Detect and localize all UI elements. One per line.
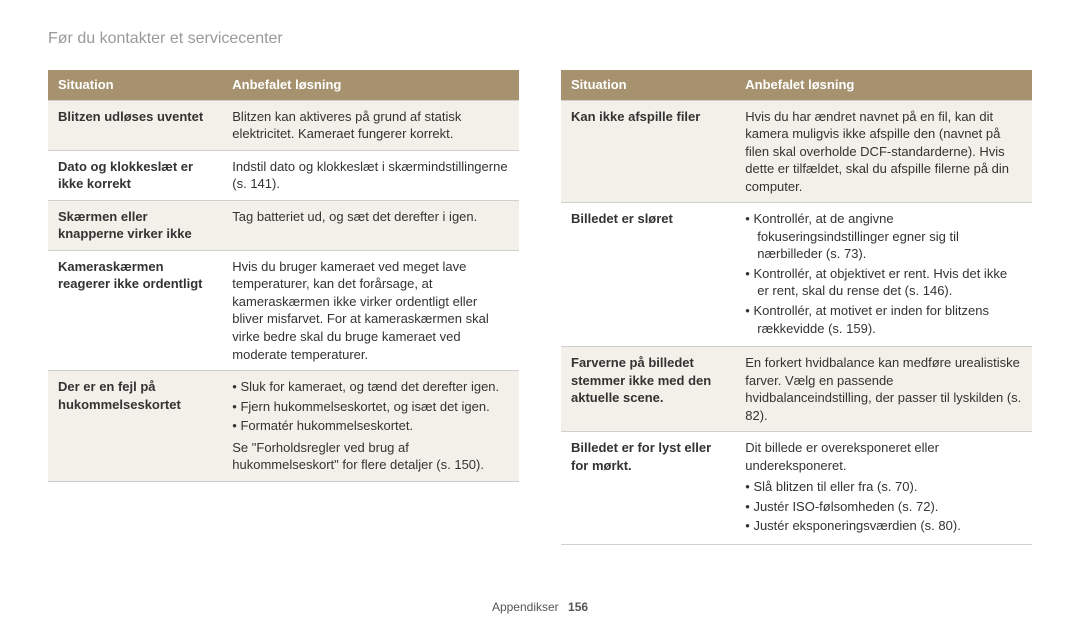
solution-bullet: Kontrollér, at motivet er inden for blit… <box>745 302 1022 337</box>
situation-cell: Dato og klokkeslæt er ikke korrekt <box>48 150 222 200</box>
solution-cell: Hvis du har ændret navnet på en fil, kan… <box>735 100 1032 203</box>
solution-text: En forkert hvidbalance kan medføre ureal… <box>745 354 1022 424</box>
solution-cell: Dit billede er overeksponeret eller unde… <box>735 432 1032 545</box>
troubleshoot-table-left: Situation Anbefalet løsning Blitzen udlø… <box>48 70 519 482</box>
solution-after: Se "Forholdsregler ved brug af hukommels… <box>232 439 509 474</box>
situation-cell: Der er en fejl på hukommelseskortet <box>48 371 222 482</box>
table-body-right: Kan ikke afspille filerHvis du har ændre… <box>561 100 1032 544</box>
situation-cell: Skærmen eller knapperne virker ikke <box>48 200 222 250</box>
solution-bullet: Kontrollér, at de angivne fokuseringsind… <box>745 210 1022 263</box>
table-row: Blitzen udløses uventet Blitzen kan aktiv… <box>48 100 519 150</box>
solution-cell: Tag batteriet ud, og sæt det derefter i … <box>222 200 519 250</box>
solution-cell: Sluk for kameraet, og tænd det derefter … <box>222 371 519 482</box>
solution-text: Blitzen kan aktiveres på grund af statis… <box>232 108 509 143</box>
solution-text: Indstil dato og klokkeslæt i skærmindsti… <box>232 158 509 193</box>
situation-cell: Billedet er sløret <box>561 203 735 347</box>
solution-cell: Hvis du bruger kameraet ved meget lave t… <box>222 250 519 370</box>
table-row: Billedet er for lyst eller for mørkt. Dit… <box>561 432 1032 545</box>
page-title: Før du kontakter et servicecenter <box>48 30 1032 48</box>
right-column: Situation Anbefalet løsning Kan ikke afs… <box>561 70 1032 545</box>
col-header-situation: Situation <box>48 70 222 100</box>
solution-bullet-list: Kontrollér, at de angivne fokuseringsind… <box>745 210 1022 337</box>
solution-intro: Dit billede er overeksponeret eller unde… <box>745 439 1022 474</box>
table-row: Kameraskærmen reagerer ikke ordentligtHv… <box>48 250 519 370</box>
footer-page-number: 156 <box>568 600 588 614</box>
col-header-situation: Situation <box>561 70 735 100</box>
col-header-solution: Anbefalet løsning <box>735 70 1032 100</box>
solution-cell: Blitzen kan aktiveres på grund af statis… <box>222 100 519 150</box>
table-body-left: Blitzen udløses uventet Blitzen kan aktiv… <box>48 100 519 481</box>
solution-bullet: Slå blitzen til eller fra (s. 70). <box>745 478 1022 496</box>
solution-bullet: Sluk for kameraet, og tænd det derefter … <box>232 378 509 396</box>
columns: Situation Anbefalet løsning Blitzen udlø… <box>48 70 1032 545</box>
table-row: Der er en fejl på hukommelseskortet Sluk … <box>48 371 519 482</box>
footer-section-label: Appendikser <box>492 600 559 614</box>
table-row: Skærmen eller knapperne virker ikke Tag b… <box>48 200 519 250</box>
page-footer: Appendikser 156 <box>0 600 1080 614</box>
table-row: Billedet er sløretKontrollér, at de angi… <box>561 203 1032 347</box>
col-header-solution: Anbefalet løsning <box>222 70 519 100</box>
solution-cell: Kontrollér, at de angivne fokuseringsind… <box>735 203 1032 347</box>
table-row: Dato og klokkeslæt er ikke korrekt Indsti… <box>48 150 519 200</box>
solution-bullet-list: Slå blitzen til eller fra (s. 70). Justér… <box>745 478 1022 535</box>
solution-cell: Indstil dato og klokkeslæt i skærmindsti… <box>222 150 519 200</box>
situation-cell: Billedet er for lyst eller for mørkt. <box>561 432 735 545</box>
solution-bullet-list: Sluk for kameraet, og tænd det derefter … <box>232 378 509 435</box>
solution-bullet: Formatér hukommelseskortet. <box>232 417 509 435</box>
situation-cell: Farverne på billedet stemmer ikke med de… <box>561 347 735 432</box>
solution-text: Tag batteriet ud, og sæt det derefter i … <box>232 208 509 226</box>
solution-bullet: Justér ISO-følsomheden (s. 72). <box>745 498 1022 516</box>
solution-bullet: Fjern hukommelseskortet, og isæt det ige… <box>232 398 509 416</box>
solution-bullet: Kontrollér, at objektivet er rent. Hvis … <box>745 265 1022 300</box>
solution-bullet: Justér eksponeringsværdien (s. 80). <box>745 517 1022 535</box>
troubleshoot-table-right: Situation Anbefalet løsning Kan ikke afs… <box>561 70 1032 545</box>
solution-cell: En forkert hvidbalance kan medføre ureal… <box>735 347 1032 432</box>
solution-text: Hvis du bruger kameraet ved meget lave t… <box>232 258 509 363</box>
situation-cell: Blitzen udløses uventet <box>48 100 222 150</box>
table-row: Kan ikke afspille filerHvis du har ændre… <box>561 100 1032 203</box>
page-container: Før du kontakter et servicecenter Situat… <box>0 0 1080 630</box>
situation-cell: Kameraskærmen reagerer ikke ordentligt <box>48 250 222 370</box>
solution-text: Hvis du har ændret navnet på en fil, kan… <box>745 108 1022 196</box>
left-column: Situation Anbefalet løsning Blitzen udlø… <box>48 70 519 545</box>
table-row: Farverne på billedet stemmer ikke med de… <box>561 347 1032 432</box>
situation-cell: Kan ikke afspille filer <box>561 100 735 203</box>
